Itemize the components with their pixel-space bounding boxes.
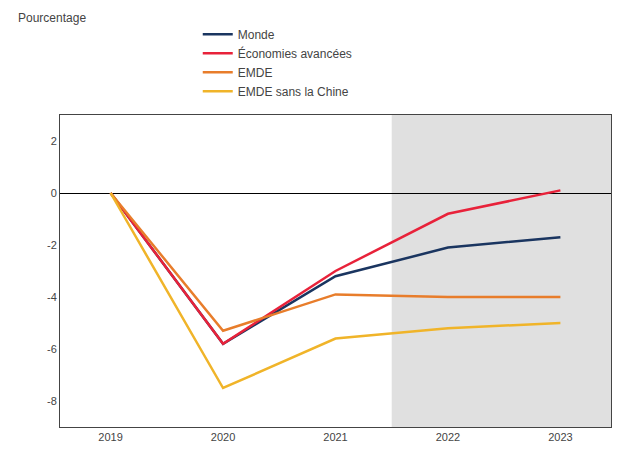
- svg-text:2022: 2022: [436, 431, 460, 443]
- svg-text:2: 2: [51, 135, 57, 147]
- svg-text:Pourcentage: Pourcentage: [18, 11, 86, 25]
- svg-text:EMDE: EMDE: [238, 66, 273, 80]
- svg-text:-6: -6: [47, 343, 57, 355]
- svg-text:-4: -4: [47, 291, 57, 303]
- svg-text:2020: 2020: [211, 431, 235, 443]
- svg-text:-8: -8: [47, 395, 57, 407]
- svg-text:0: 0: [51, 187, 57, 199]
- svg-text:2019: 2019: [98, 431, 122, 443]
- svg-text:2023: 2023: [548, 431, 572, 443]
- svg-text:Monde: Monde: [238, 28, 275, 42]
- svg-text:EMDE sans la Chine: EMDE sans la Chine: [238, 85, 349, 99]
- svg-text:2021: 2021: [323, 431, 347, 443]
- svg-text:Économies avancées: Économies avancées: [238, 46, 352, 61]
- svg-text:-2: -2: [47, 239, 57, 251]
